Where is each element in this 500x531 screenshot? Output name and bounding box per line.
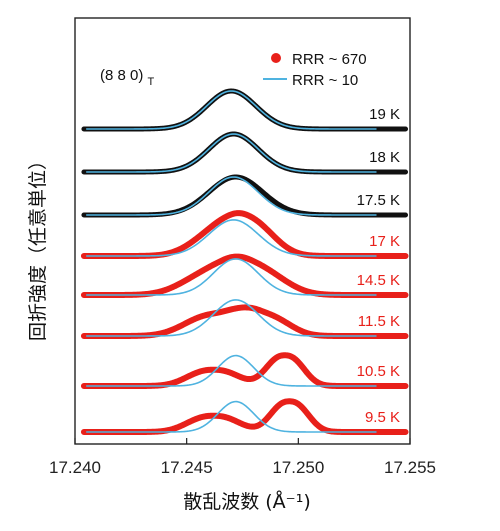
x-tick-label: 17.245: [161, 458, 213, 477]
legend-label-rrr670: RRR ~ 670: [292, 51, 367, 68]
temperature-label: 17 K: [369, 233, 400, 250]
x-axis-label: 散乱波数 (Å⁻¹): [183, 490, 311, 513]
legend-marker-rrr670: [271, 53, 281, 63]
plot-frame: [74, 17, 411, 445]
x-tick-label: 17.240: [49, 458, 101, 477]
panel-17_5K: [81, 174, 409, 218]
panel-17K: [80, 210, 409, 259]
panel-11_5K: [80, 299, 409, 339]
series-rrr10-14.5K: [86, 258, 377, 296]
x-tick-label: 17.250: [272, 458, 324, 477]
series-rrr10-17.5K: [86, 176, 377, 216]
temperature-label: 17.5 K: [357, 192, 400, 209]
temperature-label: 10.5 K: [357, 363, 400, 380]
x-axis-ticks: 17.240 17.245 17.250 17.255: [49, 438, 436, 477]
panel-18K: [81, 131, 409, 175]
series-rrr10-10.5K: [86, 354, 377, 387]
legend-label-rrr10: RRR ~ 10: [292, 72, 358, 89]
peak-annotation: (8 8 0) T: [100, 67, 155, 88]
panel-9_5K: [80, 398, 409, 435]
temperature-label: 9.5 K: [365, 409, 400, 426]
curves-layer: [80, 88, 409, 435]
panel-14_5K: [80, 253, 409, 298]
temperature-label: 11.5 K: [358, 313, 400, 330]
x-tick-label: 17.255: [384, 458, 436, 477]
series-rrr10-17K: [86, 219, 377, 257]
temperature-label: 14.5 K: [357, 272, 400, 289]
temperature-label: 18 K: [369, 149, 400, 166]
series-rrr10-18K: [86, 133, 377, 173]
annotation-subscript: T: [148, 76, 155, 88]
series-rrr10-9.5K: [86, 400, 377, 433]
panel-10_5K: [80, 352, 409, 389]
temperature-label: 19 K: [369, 106, 400, 123]
legend: RRR ~ 670 RRR ~ 10: [263, 51, 367, 89]
panel-19K: [81, 88, 409, 132]
temperature-labels: 19 K 18 K 17.5 K 17 K 14.5 K 11.5 K 10.5 K 9.5 …: [357, 106, 400, 426]
y-axis-label: 回折強度（任意単位）: [27, 151, 49, 341]
series-rrr10-19K: [86, 90, 377, 130]
series-rrr10-11.5K: [86, 299, 377, 337]
